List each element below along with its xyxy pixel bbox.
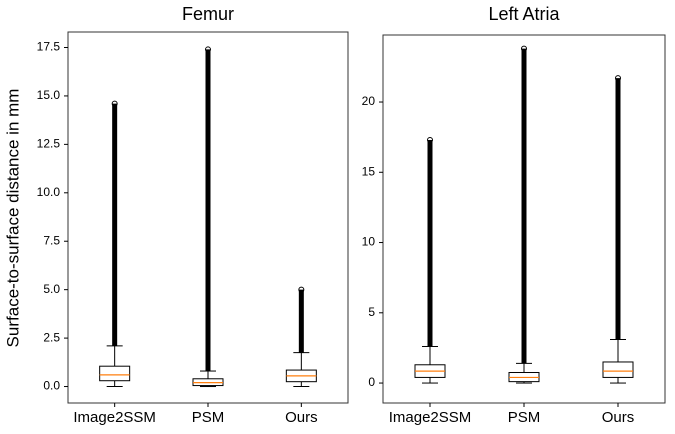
y-tick-label: 20 (362, 94, 376, 108)
y-tick-label: 0.0 (43, 379, 60, 393)
y-tick-label: 12.5 (37, 137, 61, 151)
box (602, 361, 634, 378)
outlier-top (427, 136, 433, 143)
x-tick-label: Image2SSM (73, 409, 156, 426)
outlier-top (521, 45, 527, 52)
y-tick-label: 17.5 (37, 40, 61, 54)
y-tick-label: 2.5 (43, 330, 60, 344)
outlier-top (615, 75, 621, 82)
y-tick-label: 0 (368, 375, 375, 389)
chart-title: Left Atria (488, 4, 560, 24)
x-tick-label: Ours (285, 409, 318, 426)
x-tick-label: PSM (192, 409, 225, 426)
y-tick-label: 5.0 (43, 282, 60, 296)
y-tick-label: 15 (362, 164, 376, 178)
y-tick-label: 5 (368, 305, 375, 319)
y-tick-label: 10 (362, 235, 376, 249)
chart-title: Femur (182, 4, 234, 24)
y-tick-label: 10.0 (37, 185, 61, 199)
outlier-top (298, 286, 305, 293)
outlier-top (205, 46, 211, 53)
y-tick-label: 15.0 (37, 88, 61, 102)
x-tick-label: Ours (602, 409, 635, 426)
y-tick-label: 7.5 (43, 233, 60, 247)
outlier-top (111, 100, 118, 107)
x-tick-label: Image2SSM (389, 409, 472, 426)
x-tick-label: PSM (508, 409, 541, 426)
box (99, 365, 131, 382)
y-axis-label: Surface-to-surface distance in mm (3, 89, 22, 348)
